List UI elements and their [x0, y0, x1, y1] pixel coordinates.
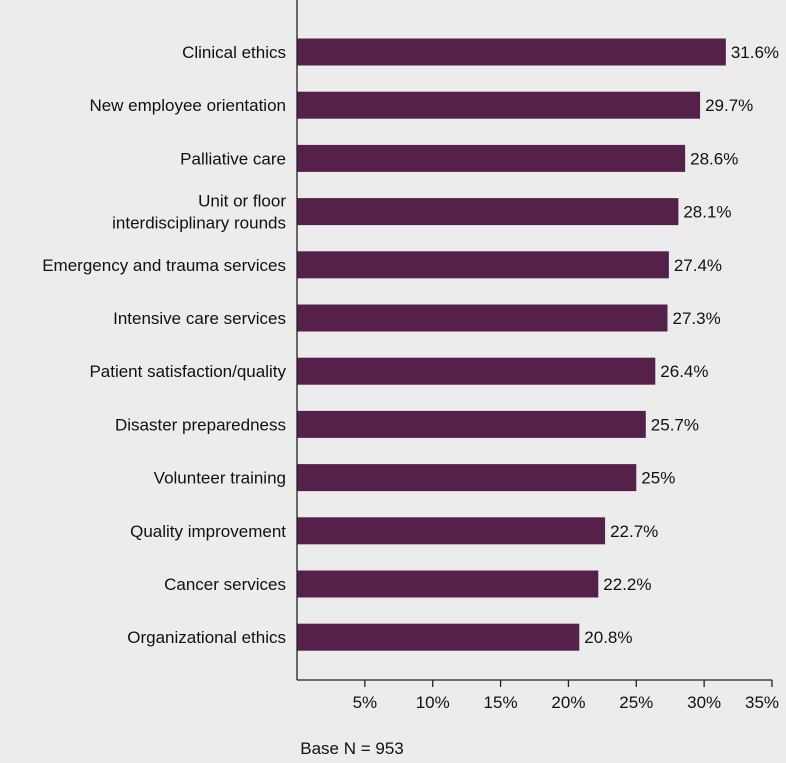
bar [297, 38, 726, 66]
category-label-line: Emergency and trauma services [42, 256, 286, 275]
category-label-line: Quality improvement [130, 522, 286, 541]
bar [297, 623, 580, 651]
category-label: Disaster preparedness [115, 415, 286, 434]
x-tick-label: 5% [353, 693, 378, 712]
bars-group [297, 38, 726, 651]
value-label: 22.7% [610, 522, 658, 541]
value-label: 27.4% [674, 256, 722, 275]
value-label: 27.3% [673, 309, 721, 328]
category-label: New employee orientation [89, 96, 286, 115]
category-label-line: Intensive care services [113, 309, 286, 328]
category-label: Unit or floor interdisciplinary rounds [112, 192, 286, 233]
value-label: 20.8% [584, 628, 632, 647]
x-tick-label: 15% [484, 693, 518, 712]
category-label-line: interdisciplinary rounds [112, 214, 286, 233]
bar [297, 570, 599, 598]
category-label: Clinical ethics [182, 43, 286, 62]
category-label-line: Palliative care [180, 149, 286, 168]
value-label: 25% [641, 469, 675, 488]
bar [297, 251, 669, 279]
x-tick-label: 25% [619, 693, 653, 712]
category-label-line: Clinical ethics [182, 43, 286, 62]
x-tick-label: 10% [416, 693, 450, 712]
value-label: 22.2% [603, 575, 651, 594]
category-labels-group: Clinical ethics New employee orientation P… [42, 43, 286, 647]
bar [297, 464, 637, 492]
category-label-line: Patient satisfaction/quality [89, 362, 286, 381]
value-label: 25.7% [651, 415, 699, 434]
category-label: Emergency and trauma services [42, 256, 286, 275]
x-tick-label: 30% [687, 693, 721, 712]
value-label: 31.6% [731, 43, 779, 62]
category-label-line: Unit or floor [198, 192, 286, 211]
value-label: 26.4% [660, 362, 708, 381]
bar [297, 198, 679, 226]
category-label-line: Organizational ethics [127, 628, 286, 647]
value-label: 28.1% [683, 203, 731, 222]
category-label: Organizational ethics [127, 628, 286, 647]
category-label: Volunteer training [154, 469, 286, 488]
bar [297, 410, 646, 438]
category-label: Quality improvement [130, 522, 286, 541]
category-label: Patient satisfaction/quality [89, 362, 286, 381]
category-label: Palliative care [180, 149, 286, 168]
bar [297, 517, 606, 545]
value-label: 29.7% [705, 96, 753, 115]
x-ticks-group: 5% 10% 15% 20% 25% 30% 35% [353, 680, 779, 712]
category-label-line: Disaster preparedness [115, 415, 286, 434]
bar [297, 91, 701, 119]
bar [297, 144, 686, 172]
value-label: 28.6% [690, 149, 738, 168]
category-label-line: Cancer services [164, 575, 286, 594]
base-n-footnote: Base N = 953 [300, 739, 404, 758]
x-tick-label: 35% [745, 693, 779, 712]
category-label-line: Volunteer training [154, 469, 286, 488]
x-tick-label: 20% [551, 693, 585, 712]
value-labels-group: 31.6% 29.7% 28.6% 28.1% 27.4% 27.3% 26.4% 25.7%… [584, 43, 779, 647]
bar [297, 304, 668, 332]
bar [297, 357, 656, 385]
category-label-line: New employee orientation [89, 96, 286, 115]
category-label: Cancer services [164, 575, 286, 594]
category-label: Intensive care services [113, 309, 286, 328]
